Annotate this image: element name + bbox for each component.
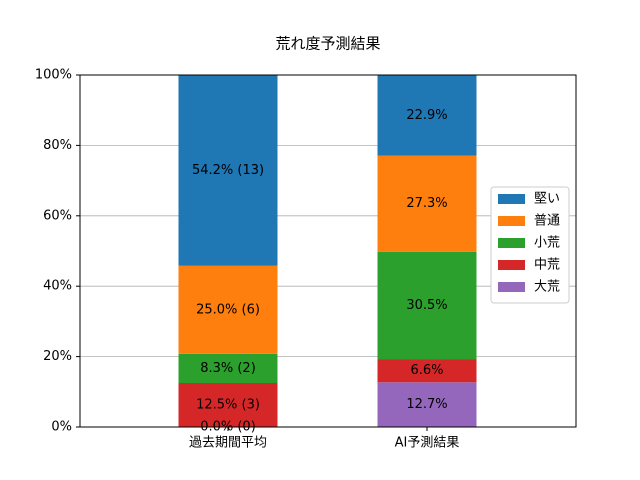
x-tick-label: AI予測結果: [395, 436, 460, 451]
x-tick-label: 過去期間平均: [189, 436, 267, 451]
data-label: 12.7%: [406, 397, 447, 412]
bar-segment: [178, 75, 278, 266]
data-label: 8.3% (2): [200, 361, 256, 376]
bar-segment: [178, 353, 278, 383]
legend-label: 大荒: [534, 280, 560, 295]
legend-label: 普通: [534, 214, 560, 229]
y-tick-label: 100%: [35, 68, 72, 83]
y-tick-label: 60%: [43, 208, 72, 223]
bar-segment: [377, 75, 477, 156]
legend-swatch: [498, 238, 525, 248]
y-tick-label: 0%: [51, 420, 72, 435]
data-label: 25.0% (6): [196, 302, 260, 317]
y-tick-label: 80%: [43, 138, 72, 153]
bar-segment: [377, 155, 477, 252]
chart-title: 荒れ度予測結果: [275, 35, 380, 53]
data-label: 12.5% (3): [196, 398, 260, 413]
legend-swatch: [498, 282, 525, 292]
legend-label: 堅い: [534, 192, 560, 207]
bar-segment: [377, 359, 477, 383]
legend-label: 中荒: [534, 258, 560, 273]
data-label: 30.5%: [406, 298, 447, 313]
data-label: 22.9%: [406, 108, 447, 123]
legend-swatch: [498, 216, 525, 226]
plot-frame: [79, 74, 577, 428]
bar-segment: [178, 265, 278, 354]
bar-segment: [377, 251, 477, 360]
data-label: 27.3%: [406, 196, 447, 211]
legend-swatch: [498, 194, 525, 204]
bar-segment: [178, 383, 278, 427]
data-label: 54.2% (13): [192, 163, 264, 178]
legend-swatch: [498, 260, 525, 270]
legend-label: 小荒: [534, 236, 560, 251]
data-label: 6.6%: [410, 363, 443, 378]
y-tick-label: 40%: [43, 279, 72, 294]
y-tick-label: 20%: [43, 349, 72, 364]
bar-segment: [377, 382, 477, 427]
